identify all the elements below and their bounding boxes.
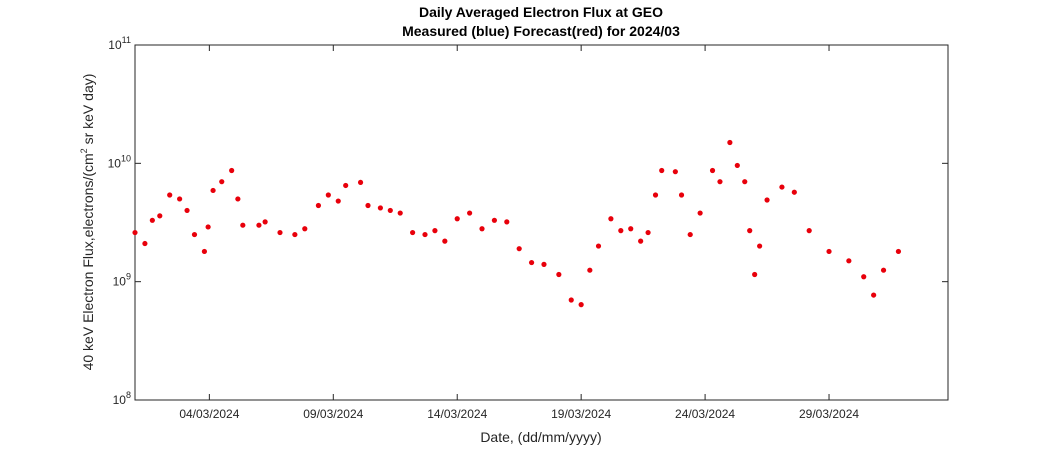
data-point (315, 202, 322, 209)
data-point (229, 167, 235, 174)
data-point (587, 267, 593, 273)
data-point (325, 192, 331, 198)
x-axis-label: Date, (dd/mm/yyyy) (480, 429, 601, 445)
x-tick-label: 19/03/2024 (551, 407, 611, 421)
y-tick-label: 1011 (108, 35, 131, 52)
data-point (687, 231, 693, 238)
data-point (556, 271, 562, 278)
data-point (422, 231, 428, 238)
data-point (142, 240, 148, 247)
data-point (846, 258, 852, 264)
data-point (184, 207, 190, 214)
data-point (467, 210, 473, 216)
data-point (410, 229, 416, 236)
data-point (454, 216, 460, 222)
data-point (219, 179, 225, 185)
chart-subtitle: Measured (blue) Forecast(red) for 2024/0… (402, 23, 680, 39)
y-axis-label: 40 keV Electron Flux,electrons/(cm2 sr k… (79, 74, 96, 371)
data-point (132, 229, 138, 236)
data-point (791, 189, 797, 195)
x-tick-label: 29/03/2024 (799, 407, 859, 421)
data-point (652, 192, 659, 198)
data-point (397, 210, 403, 216)
data-point (672, 169, 678, 175)
y-tick-label: 109 (113, 272, 131, 289)
data-point (528, 259, 535, 266)
data-point (177, 196, 183, 202)
data-point (256, 222, 262, 228)
data-point (442, 238, 448, 244)
data-point (387, 207, 393, 214)
data-point (335, 198, 341, 204)
data-point (210, 187, 216, 194)
x-tick-label: 04/03/2024 (179, 407, 239, 421)
data-point (608, 216, 614, 222)
data-point (595, 243, 602, 249)
data-point (504, 219, 510, 225)
data-point (757, 243, 763, 249)
data-point (734, 162, 740, 169)
data-point (880, 267, 887, 273)
data-point (659, 167, 665, 174)
chart-title: Daily Averaged Electron Flux at GEO (419, 4, 663, 20)
data-point (697, 210, 703, 216)
x-tick-label: 24/03/2024 (675, 407, 735, 421)
data-point (861, 274, 867, 280)
data-point (491, 217, 498, 223)
data-point (262, 219, 268, 225)
data-point (678, 192, 685, 198)
data-point (638, 238, 644, 244)
data-point (806, 228, 812, 234)
data-point (516, 246, 522, 252)
data-point (764, 197, 770, 203)
data-point (167, 192, 173, 198)
data-point (157, 213, 163, 219)
data-point (240, 222, 246, 228)
data-point (895, 248, 902, 255)
data-point (645, 229, 651, 236)
data-point (752, 271, 758, 278)
data-point (871, 292, 877, 298)
y-tick-label: 1010 (108, 153, 131, 170)
data-point (479, 226, 485, 232)
data-point (205, 224, 211, 230)
data-point (357, 179, 364, 186)
x-tick-label: 14/03/2024 (427, 407, 487, 421)
data-point (235, 196, 241, 202)
data-point (302, 226, 308, 232)
data-point (618, 228, 624, 234)
data-point (292, 231, 298, 238)
x-tick-label: 09/03/2024 (303, 407, 363, 421)
y-tick-label: 108 (113, 390, 131, 407)
data-point (709, 167, 716, 174)
data-point (365, 202, 371, 209)
data-point (779, 184, 785, 190)
data-point (191, 231, 198, 238)
data-point (628, 226, 634, 232)
data-point (377, 205, 383, 211)
data-point (742, 179, 748, 185)
data-point (541, 261, 547, 267)
data-point (149, 217, 155, 223)
data-point (717, 179, 723, 185)
data-point (277, 229, 283, 236)
data-point (432, 228, 438, 234)
data-point (747, 228, 753, 234)
data-point (201, 248, 208, 255)
plot-frame (134, 44, 949, 401)
data-point (826, 248, 832, 255)
data-point (343, 182, 349, 189)
data-point (727, 139, 733, 146)
data-point (568, 297, 574, 303)
data-point (578, 302, 584, 308)
